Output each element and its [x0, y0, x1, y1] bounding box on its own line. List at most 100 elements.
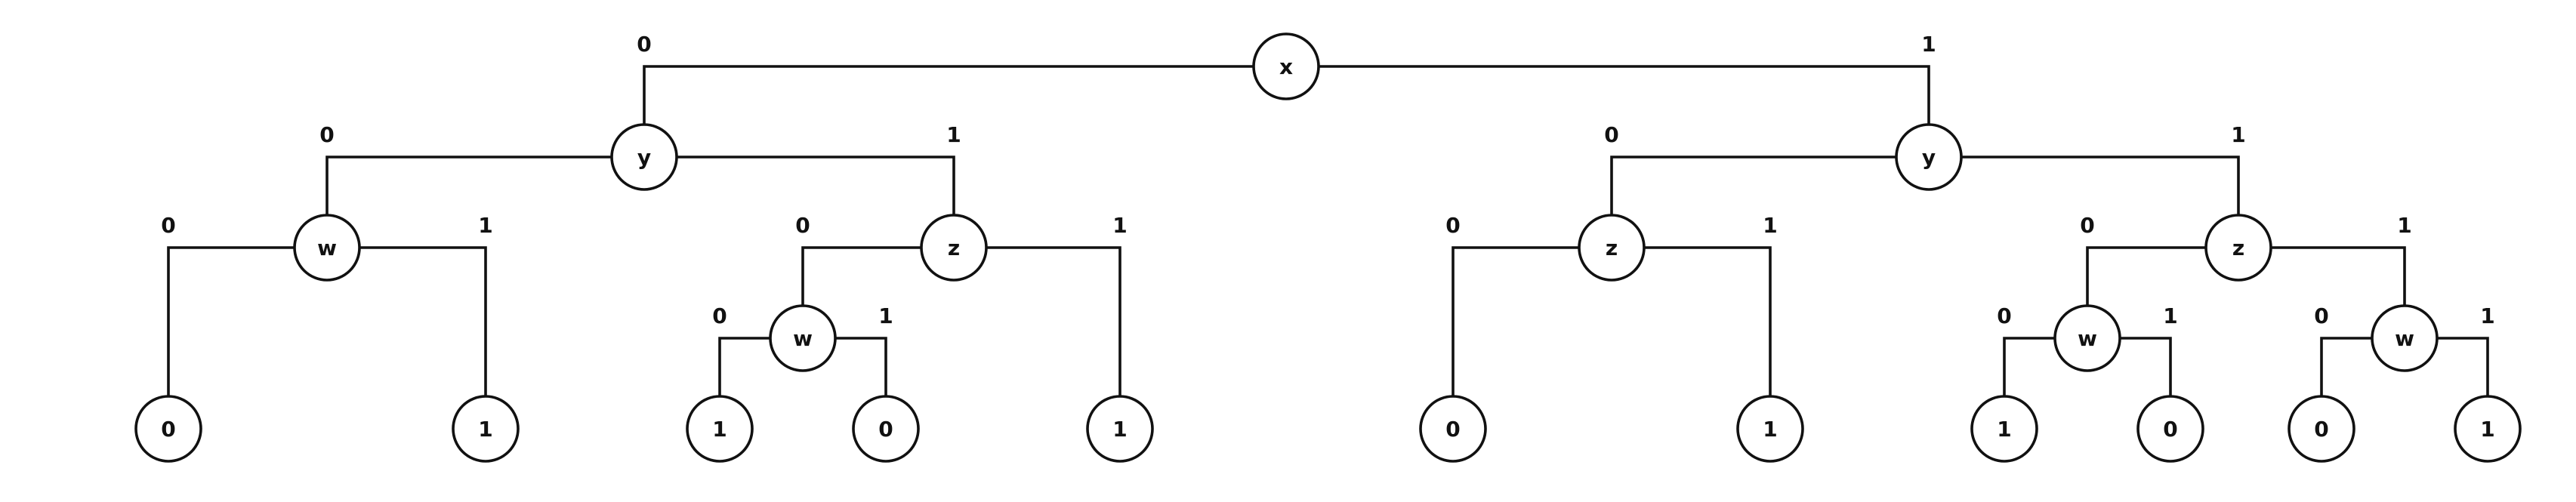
node-circle	[2454, 395, 2522, 463]
node-circle	[686, 395, 754, 463]
edge-label-low: 0	[161, 213, 175, 238]
node-circle	[1086, 395, 1154, 463]
edge-label-high: 1	[878, 303, 893, 328]
edge-label-low: 0	[2080, 213, 2094, 238]
leaf-node: 1	[686, 395, 754, 463]
leaf-value: 1	[1763, 417, 1777, 442]
node-circle	[452, 395, 520, 463]
decision-node: w	[293, 214, 361, 282]
leaf-value: 0	[1445, 417, 1460, 442]
node-circle	[1419, 395, 1487, 463]
edge-low	[2320, 337, 2372, 396]
leaf-node: 0	[852, 395, 920, 463]
variable-label: w	[793, 326, 813, 351]
leaf-value: 0	[2314, 417, 2328, 442]
variable-label: w	[2078, 326, 2097, 351]
edge-low	[167, 246, 295, 396]
edge-label-low: 0	[712, 303, 727, 328]
edge-low	[718, 337, 770, 396]
leaf-node: 0	[2288, 395, 2355, 463]
edge-high	[2437, 337, 2489, 396]
edge-low	[325, 156, 612, 215]
leaf-value: 1	[1997, 417, 2011, 442]
node-circle	[920, 214, 988, 282]
node-circle	[1736, 395, 1804, 463]
node-circle	[1970, 395, 2038, 463]
decision-node: w	[2371, 304, 2439, 372]
edge-label-high: 1	[2163, 303, 2177, 328]
node-circle	[2053, 304, 2121, 372]
variable-label: z	[1606, 236, 1618, 260]
node-circle	[1578, 214, 1646, 282]
edge-label-high: 1	[2480, 303, 2494, 328]
decision-node: x	[1252, 32, 1320, 100]
leaf-node: 0	[2136, 395, 2204, 463]
edge-high	[1319, 65, 1930, 125]
edge-label-high: 1	[2231, 122, 2245, 147]
edge-label-high: 1	[1763, 213, 1777, 238]
leaf-value: 0	[2163, 417, 2177, 442]
edge-label-low: 0	[1445, 213, 1460, 238]
edge-high	[835, 337, 887, 396]
edge-label-high: 1	[1112, 213, 1127, 238]
edge-high	[2271, 246, 2406, 306]
node-circle	[2136, 395, 2204, 463]
decision-node: z	[2204, 214, 2272, 282]
decision-node: y	[610, 123, 678, 191]
edges-layer	[167, 65, 2489, 396]
variable-label: z	[948, 236, 960, 260]
decision-node: w	[769, 304, 837, 372]
node-circle	[852, 395, 920, 463]
edge-low	[2003, 337, 2055, 396]
edge-low	[801, 246, 921, 306]
variable-label: w	[317, 236, 337, 260]
edge-label-low: 0	[795, 213, 810, 238]
leaf-value: 0	[161, 417, 175, 442]
node-circle	[610, 123, 678, 191]
leaf-node: 1	[1736, 395, 1804, 463]
node-circle	[134, 395, 202, 463]
leaf-value: 1	[478, 417, 492, 442]
variable-label: x	[1279, 54, 1293, 79]
leaf-value: 1	[2480, 417, 2494, 442]
decision-node: y	[1895, 123, 1963, 191]
leaf-node: 1	[452, 395, 520, 463]
edge-low	[1452, 246, 1579, 396]
edge-label-low: 0	[637, 32, 651, 57]
edge-label-low: 0	[1604, 122, 1618, 147]
leaf-value: 0	[878, 417, 893, 442]
edge-high	[677, 156, 955, 215]
edge-low	[1610, 156, 1896, 215]
variable-label: z	[2232, 236, 2244, 260]
edge-label-high: 1	[2397, 213, 2411, 238]
decision-node: z	[1578, 214, 1646, 282]
node-circle	[1895, 123, 1963, 191]
nodes-layer: 0 1 w 1 0 w 1 z y 0 1 z 1 0 w 0 1 w z y x	[134, 32, 2522, 463]
leaf-value: 1	[1112, 417, 1127, 442]
edge-low	[2086, 246, 2206, 306]
node-circle	[2288, 395, 2355, 463]
node-circle	[2371, 304, 2439, 372]
edge-label-high: 1	[478, 213, 492, 238]
edge-high	[1644, 246, 1772, 396]
edge-high	[1961, 156, 2240, 215]
leaf-node: 0	[134, 395, 202, 463]
edge-high	[986, 246, 1121, 396]
node-circle	[293, 214, 361, 282]
leaf-node: 1	[1086, 395, 1154, 463]
node-circle	[1252, 32, 1320, 100]
edge-label-low: 0	[2314, 303, 2328, 328]
edge-high	[2120, 337, 2172, 396]
edge-label-high: 1	[946, 122, 961, 147]
decision-node: w	[2053, 304, 2121, 372]
node-circle	[2204, 214, 2272, 282]
leaf-node: 1	[1970, 395, 2038, 463]
decision-node: z	[920, 214, 988, 282]
variable-label: w	[2395, 326, 2414, 351]
edge-low	[643, 65, 1254, 125]
leaf-value: 1	[712, 417, 727, 442]
leaf-node: 1	[2454, 395, 2522, 463]
edge-labels-layer: 0 0 0 1 1 0 0 1 1 1 0 0 1 1 0 0 1 1 0 1	[161, 32, 2494, 328]
